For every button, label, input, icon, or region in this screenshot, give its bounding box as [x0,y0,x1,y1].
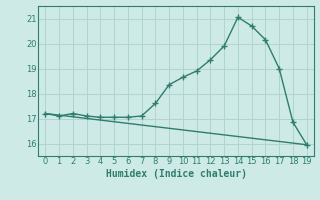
X-axis label: Humidex (Indice chaleur): Humidex (Indice chaleur) [106,169,246,179]
